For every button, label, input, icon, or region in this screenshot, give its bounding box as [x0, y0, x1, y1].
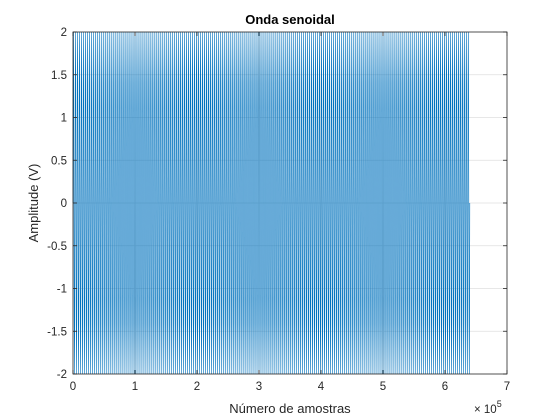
x-exponent-base: × 10 — [474, 404, 497, 416]
x-tick-label: 1 — [132, 381, 138, 393]
y-tick-label: 1 — [61, 113, 67, 125]
y-tick-label: -0.5 — [47, 241, 67, 253]
sine-series-line — [72, 31, 471, 375]
x-tick-label: 6 — [442, 381, 448, 393]
y-axis-label: Amplitude (V) — [26, 164, 41, 243]
x-tick-label: 2 — [194, 381, 200, 393]
y-tick-label: -1.5 — [47, 326, 67, 338]
x-tick-label: 4 — [318, 381, 325, 393]
x-tick-label: 5 — [380, 381, 386, 393]
x-tick-label: 7 — [504, 381, 510, 393]
x-axis-label: Número de amostras — [229, 401, 351, 416]
chart-title: Onda senoidal — [245, 12, 335, 27]
y-tick-label: 1.5 — [51, 70, 67, 82]
x-tick-label: 3 — [256, 381, 262, 393]
y-tick-label: -2 — [57, 369, 67, 381]
y-tick-label: 0 — [61, 198, 67, 210]
y-tick-label: 2 — [61, 27, 67, 39]
x-exponent-power: 5 — [497, 399, 502, 409]
y-tick-label: 0.5 — [51, 155, 67, 167]
y-tick-label: -1 — [57, 284, 67, 296]
ticks: 0 1 2 3 4 5 6 7 -2 -1.5 -1 -0.5 0 0.5 1 1.5 2 — [47, 27, 510, 393]
series-layer — [72, 31, 471, 375]
x-tick-label: 0 — [70, 381, 76, 393]
x-exponent-label: × 105 — [474, 399, 502, 416]
